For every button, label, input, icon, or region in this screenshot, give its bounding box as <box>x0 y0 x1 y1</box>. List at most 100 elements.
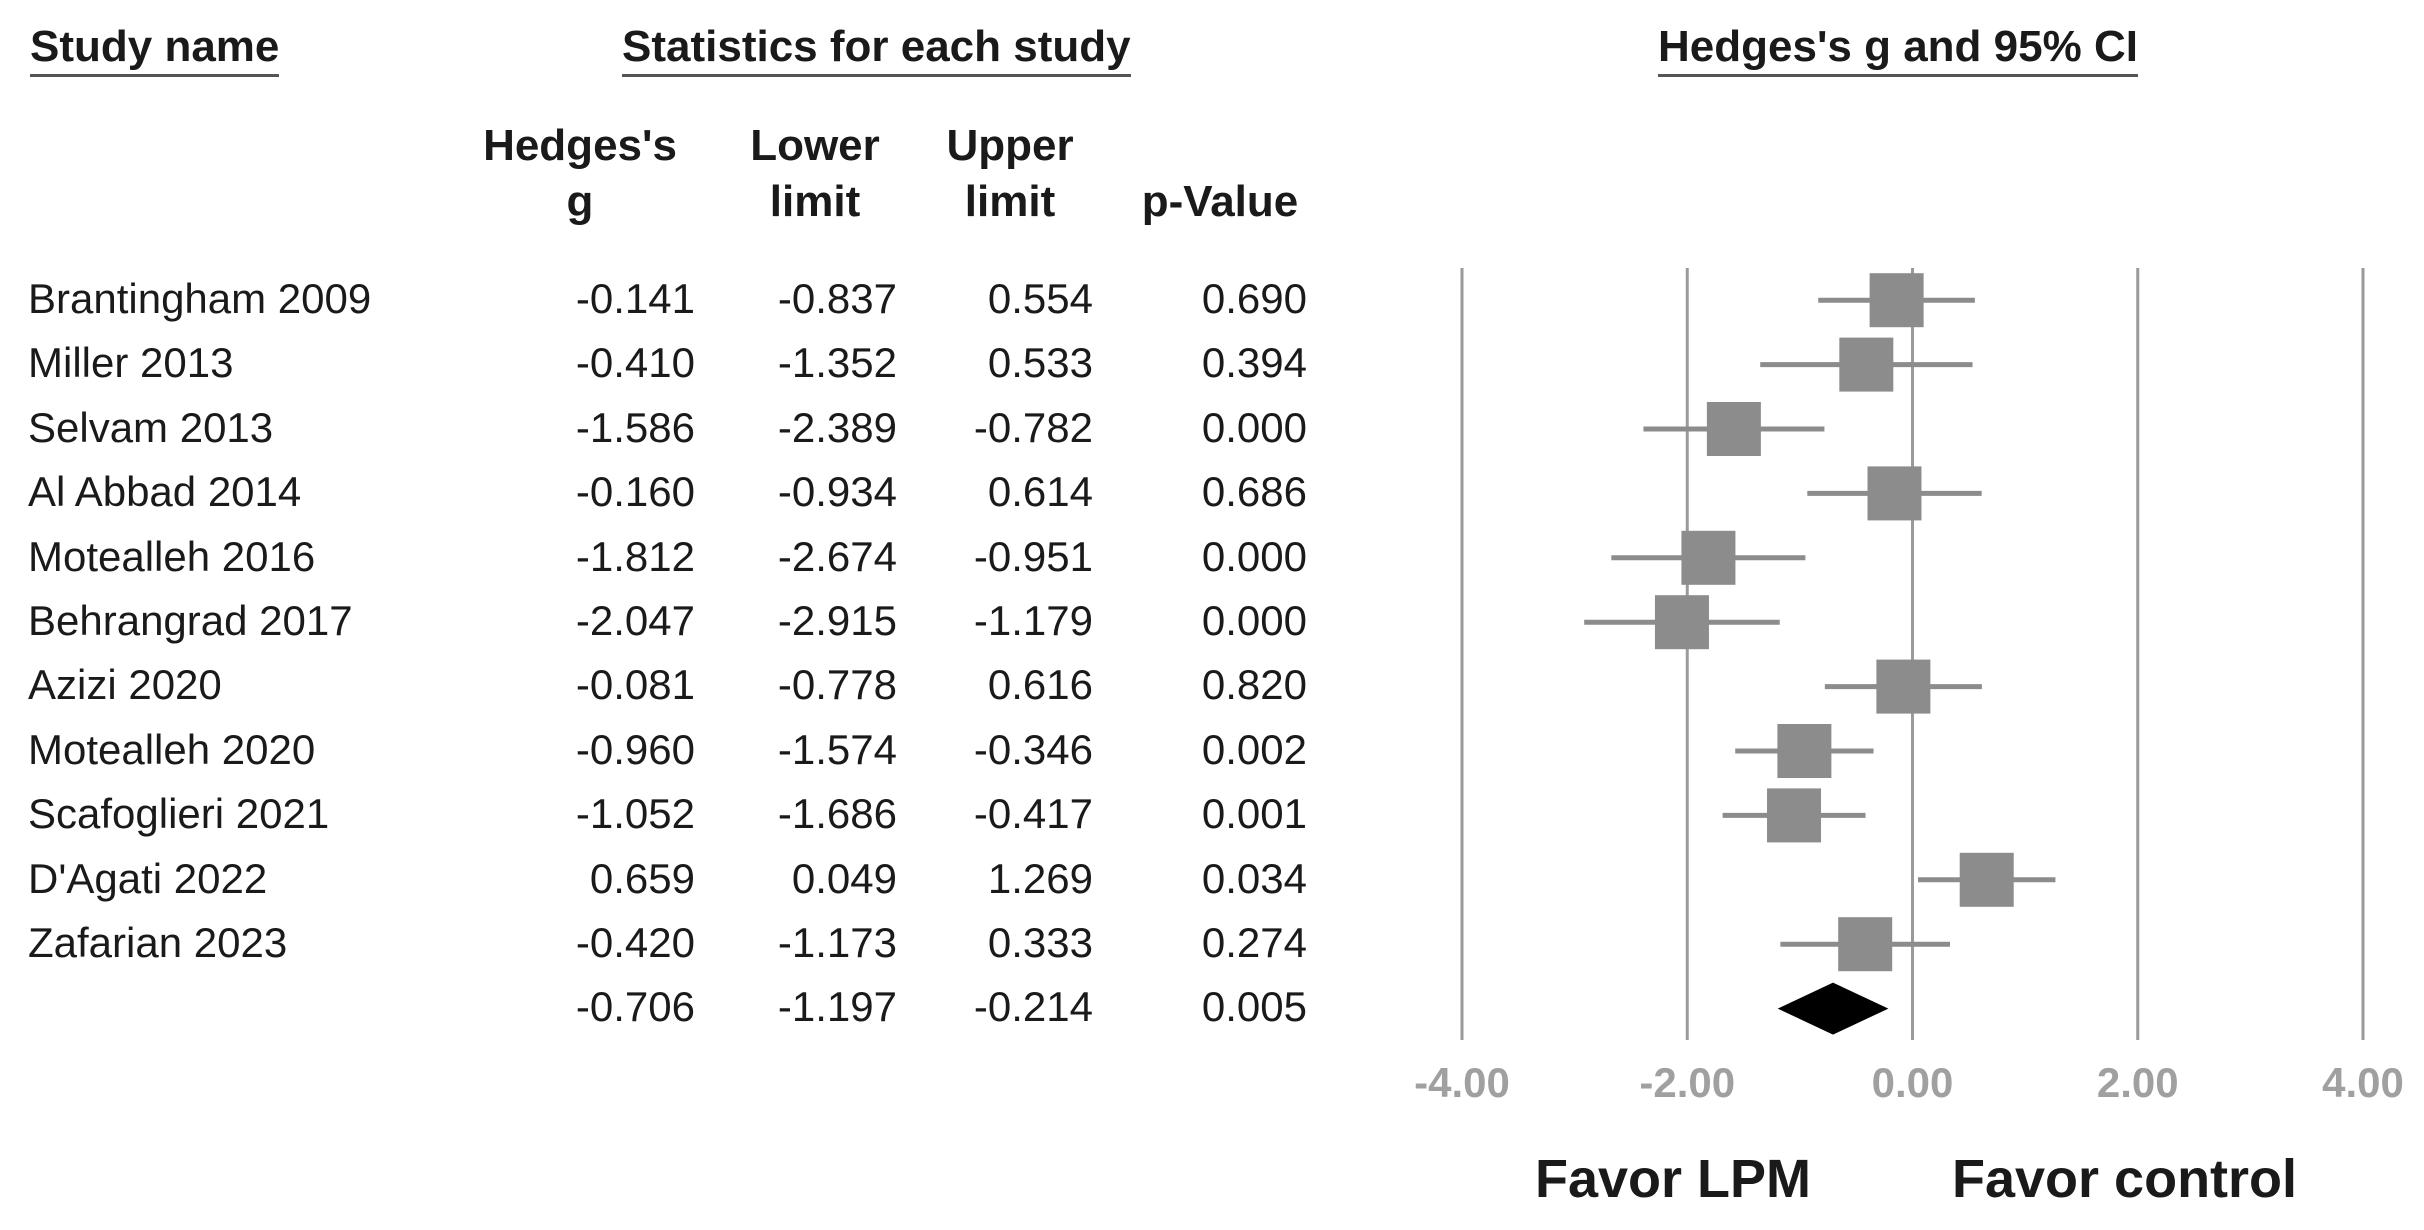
effect-marker <box>1838 917 1893 972</box>
cell-lower: -0.778 <box>777 661 897 709</box>
table-row: Miller 2013 -0.410 -1.352 0.533 0.394 <box>0 331 1350 395</box>
study-name: Zafarian 2023 <box>28 919 288 966</box>
col-header-upper-line2: limit <box>964 177 1056 226</box>
cell-lower: -1.197 <box>777 983 897 1031</box>
study-name: Scafoglieri 2021 <box>28 790 330 838</box>
cell-p: 0.690 <box>1201 275 1307 322</box>
table-row: Behrangrad 2017 -2.047 -2.915 -1.179 0.000 <box>0 589 1350 653</box>
study-name: Selvam 2013 <box>28 403 274 451</box>
tick-label: 0.00 <box>1872 1059 1954 1106</box>
cell-p: 0.000 <box>1201 403 1307 451</box>
cell-g: -1.052 <box>575 790 695 838</box>
cell-upper: -0.417 <box>973 790 1093 838</box>
study-name-header: Study name <box>30 22 280 77</box>
cell-p: 0.002 <box>1201 725 1307 773</box>
cell-upper: -0.782 <box>973 403 1093 451</box>
cell-p: 0.820 <box>1201 661 1307 709</box>
table-row: Azizi 2020 -0.081 -0.778 0.616 0.820 <box>0 653 1350 717</box>
col-header-lower-line1: Lower <box>750 121 880 170</box>
cell-g: -0.160 <box>575 468 695 516</box>
cell-g: -0.706 <box>575 983 695 1031</box>
table-row: Motealleh 2020 -0.960 -1.574 -0.346 0.002 <box>0 718 1350 782</box>
col-header-p-value: p-Value <box>1120 118 1320 230</box>
cell-g: 0.659 <box>589 854 695 902</box>
effect-marker <box>1654 595 1709 650</box>
cell-lower: -2.389 <box>777 403 897 451</box>
cell-p: 0.000 <box>1201 532 1307 580</box>
effect-marker <box>1876 659 1931 714</box>
cell-g: -2.047 <box>575 597 695 644</box>
table-row: Brantingham 2009 -0.141 -0.837 0.554 0.690 <box>0 267 1350 331</box>
study-name: Motealleh 2016 <box>28 532 316 580</box>
summary-diamond <box>1777 982 1889 1035</box>
cell-lower: 0.049 <box>791 854 897 902</box>
cell-p: 0.686 <box>1201 468 1307 516</box>
cell-lower: -2.674 <box>777 532 897 580</box>
cell-p: 0.000 <box>1201 597 1307 644</box>
col-header-upper-limit: Upper limit <box>920 118 1100 230</box>
favor-control-label: Favor control <box>1952 1149 2298 1209</box>
table-row: Motealleh 2016 -1.812 -2.674 -0.951 0.000 <box>0 525 1350 589</box>
statistics-header: Statistics for each study <box>622 22 1131 77</box>
cell-upper: 0.533 <box>987 339 1093 387</box>
tick-label: -4.00 <box>1414 1059 1510 1106</box>
cell-g: -0.960 <box>575 725 695 773</box>
cell-lower: -1.352 <box>777 339 897 387</box>
cell-upper: -0.951 <box>973 532 1093 580</box>
cell-upper: 0.554 <box>987 275 1093 322</box>
cell-lower: -1.173 <box>777 919 897 966</box>
cell-g: -1.586 <box>575 403 695 451</box>
tick-label: 2.00 <box>2097 1059 2179 1106</box>
table-row: Zafarian 2023 -0.420 -1.173 0.333 0.274 <box>0 911 1350 975</box>
effect-marker <box>1869 273 1924 328</box>
table-row: Scafoglieri 2021 -1.052 -1.686 -0.417 0.001 <box>0 782 1350 846</box>
cell-lower: -2.915 <box>777 597 897 644</box>
cell-p: 0.034 <box>1201 854 1307 902</box>
cell-g: -0.081 <box>575 661 695 709</box>
cell-upper: -0.346 <box>973 725 1093 773</box>
cell-upper: 1.269 <box>987 854 1093 902</box>
study-name: Brantingham 2009 <box>28 275 372 322</box>
effect-marker <box>1959 852 2014 907</box>
cell-lower: -1.574 <box>777 725 897 773</box>
effect-marker <box>1867 466 1922 521</box>
effect-marker <box>1839 337 1894 392</box>
tick-label: 4.00 <box>2322 1059 2404 1106</box>
col-header-lower-limit: Lower limit <box>720 118 910 230</box>
cell-g: -0.410 <box>575 339 695 387</box>
favor-lpm-label: Favor LPM <box>1535 1149 1812 1209</box>
study-name: Behrangrad 2017 <box>28 597 353 644</box>
cell-upper: -0.214 <box>973 983 1093 1031</box>
cell-g: -0.141 <box>575 275 695 322</box>
effect-marker <box>1777 724 1832 778</box>
col-header-hedges-g-line1: Hedges's <box>483 121 677 170</box>
study-name: D'Agati 2022 <box>28 854 268 902</box>
cell-upper: -1.179 <box>973 597 1093 644</box>
col-header-lower-line2: limit <box>769 177 861 226</box>
cell-upper: 0.616 <box>987 661 1093 709</box>
col-header-hedges-g-line2: g <box>566 177 594 226</box>
table-row: Al Abbad 2014 -0.160 -0.934 0.614 0.686 <box>0 460 1350 524</box>
plot-title: Hedges's g and 95% CI <box>1658 22 2138 77</box>
cell-lower: -1.686 <box>777 790 897 838</box>
study-name: Al Abbad 2014 <box>28 468 302 516</box>
cell-p: 0.394 <box>1201 339 1307 387</box>
effect-marker <box>1681 530 1736 585</box>
tick-label: -2.00 <box>1639 1059 1735 1106</box>
col-header-p-line2: p-Value <box>1141 177 1299 226</box>
table-row: D'Agati 2022 0.659 0.049 1.269 0.034 <box>0 847 1350 911</box>
cell-g: -1.812 <box>575 532 695 580</box>
cell-upper: 0.614 <box>987 468 1093 516</box>
effect-marker <box>1706 402 1761 456</box>
cell-p: 0.005 <box>1201 983 1307 1031</box>
effect-marker <box>1767 788 1822 843</box>
study-name: Motealleh 2020 <box>28 725 316 773</box>
cell-p: 0.001 <box>1201 790 1307 838</box>
cell-g: -0.420 <box>575 919 695 966</box>
cell-lower: -0.837 <box>777 275 897 322</box>
study-name: Miller 2013 <box>28 339 234 387</box>
summary-row: -0.706 -1.197 -0.214 0.005 <box>0 975 1350 1039</box>
cell-p: 0.274 <box>1201 919 1307 966</box>
cell-lower: -0.934 <box>777 468 897 516</box>
